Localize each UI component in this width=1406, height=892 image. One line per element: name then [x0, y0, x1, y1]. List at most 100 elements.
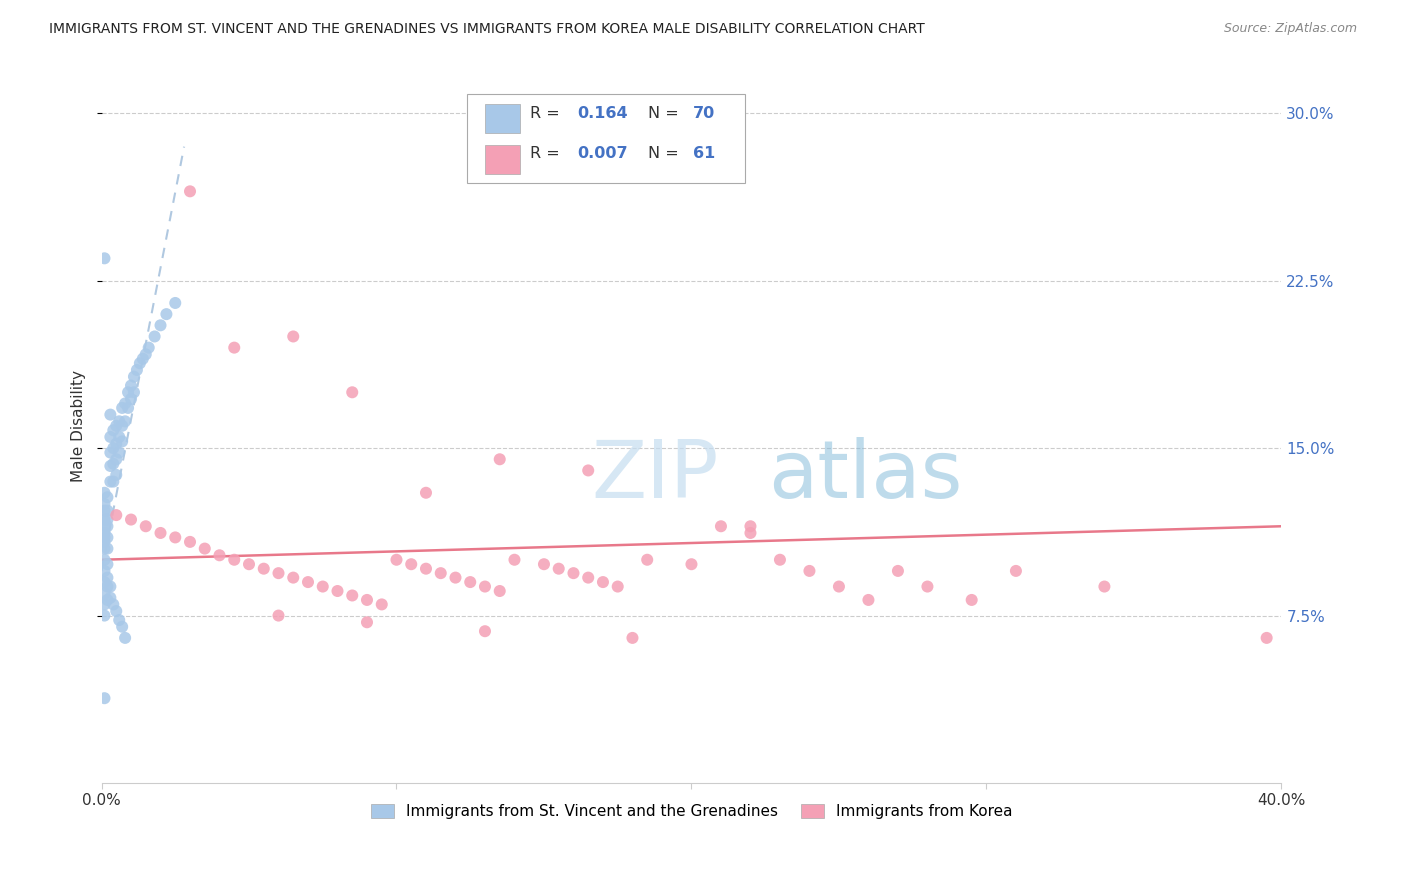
Point: [194, 541, 217, 556]
Point: [415, 485, 437, 500]
Point: [342, 589, 364, 603]
Point: [93, 598, 115, 612]
Point: [96, 571, 118, 585]
Bar: [485, 145, 520, 174]
Point: [179, 534, 201, 549]
Point: [105, 436, 128, 450]
Point: [858, 593, 880, 607]
Point: [93, 608, 115, 623]
Point: [96, 580, 118, 594]
Point: [120, 378, 142, 392]
Point: [96, 503, 118, 517]
Point: [108, 445, 131, 459]
Point: [576, 571, 599, 585]
Point: [98, 475, 121, 489]
Point: [312, 580, 335, 594]
Point: [474, 580, 496, 594]
Point: [98, 458, 121, 473]
Text: N =: N =: [648, 105, 683, 120]
Y-axis label: Male Disability: Male Disability: [72, 370, 86, 482]
Point: [917, 580, 939, 594]
Point: [371, 598, 394, 612]
Text: R =: R =: [530, 105, 565, 120]
Point: [562, 566, 585, 581]
Point: [103, 441, 125, 455]
Point: [887, 564, 910, 578]
Point: [488, 452, 510, 467]
Point: [533, 558, 555, 572]
Point: [385, 553, 408, 567]
Point: [98, 408, 121, 422]
Point: [93, 553, 115, 567]
Point: [356, 615, 378, 630]
Point: [155, 307, 177, 321]
Point: [238, 558, 260, 572]
Point: [138, 341, 160, 355]
Point: [114, 631, 136, 645]
Point: [224, 341, 246, 355]
Point: [98, 430, 121, 444]
FancyBboxPatch shape: [467, 94, 745, 183]
Point: [208, 549, 231, 563]
Point: [488, 584, 510, 599]
Point: [103, 475, 125, 489]
Point: [621, 631, 644, 645]
Point: [98, 580, 121, 594]
Point: [576, 463, 599, 477]
Point: [93, 252, 115, 266]
Point: [143, 329, 166, 343]
Point: [740, 525, 762, 540]
Point: [267, 608, 290, 623]
Point: [125, 363, 148, 377]
Point: [474, 624, 496, 639]
Point: [547, 562, 569, 576]
Point: [96, 541, 118, 556]
Text: 70: 70: [693, 105, 714, 120]
Point: [149, 525, 172, 540]
Point: [636, 553, 658, 567]
Text: N =: N =: [648, 146, 683, 161]
Point: [98, 591, 121, 605]
Point: [224, 553, 246, 567]
Point: [120, 392, 142, 406]
Point: [98, 445, 121, 459]
Point: [128, 356, 150, 370]
Text: 0.007: 0.007: [576, 146, 627, 161]
Point: [283, 329, 305, 343]
Point: [93, 586, 115, 600]
Point: [93, 534, 115, 549]
Point: [93, 541, 115, 556]
Text: 0.164: 0.164: [576, 105, 627, 120]
Point: [165, 296, 187, 310]
Point: [342, 385, 364, 400]
Text: IMMIGRANTS FROM ST. VINCENT AND THE GRENADINES VS IMMIGRANTS FROM KOREA MALE DIS: IMMIGRANTS FROM ST. VINCENT AND THE GREN…: [49, 22, 925, 37]
Point: [117, 401, 139, 415]
Point: [122, 385, 145, 400]
Point: [93, 530, 115, 544]
Point: [326, 584, 349, 599]
Point: [135, 347, 157, 361]
Point: [165, 530, 187, 544]
Point: [356, 593, 378, 607]
Point: [105, 604, 128, 618]
Point: [114, 414, 136, 428]
Point: [415, 562, 437, 576]
Point: [96, 519, 118, 533]
Point: [769, 553, 792, 567]
Point: [108, 430, 131, 444]
Point: [592, 575, 614, 590]
Point: [429, 566, 451, 581]
Point: [960, 593, 983, 607]
Text: atlas: atlas: [768, 437, 963, 515]
Point: [93, 525, 115, 540]
Point: [93, 485, 115, 500]
Point: [117, 385, 139, 400]
Point: [710, 519, 733, 533]
Point: [149, 318, 172, 333]
Point: [105, 418, 128, 433]
Point: [111, 620, 134, 634]
Point: [1094, 580, 1116, 594]
Text: ZIP: ZIP: [591, 437, 718, 515]
Text: R =: R =: [530, 146, 565, 161]
Point: [179, 184, 201, 198]
